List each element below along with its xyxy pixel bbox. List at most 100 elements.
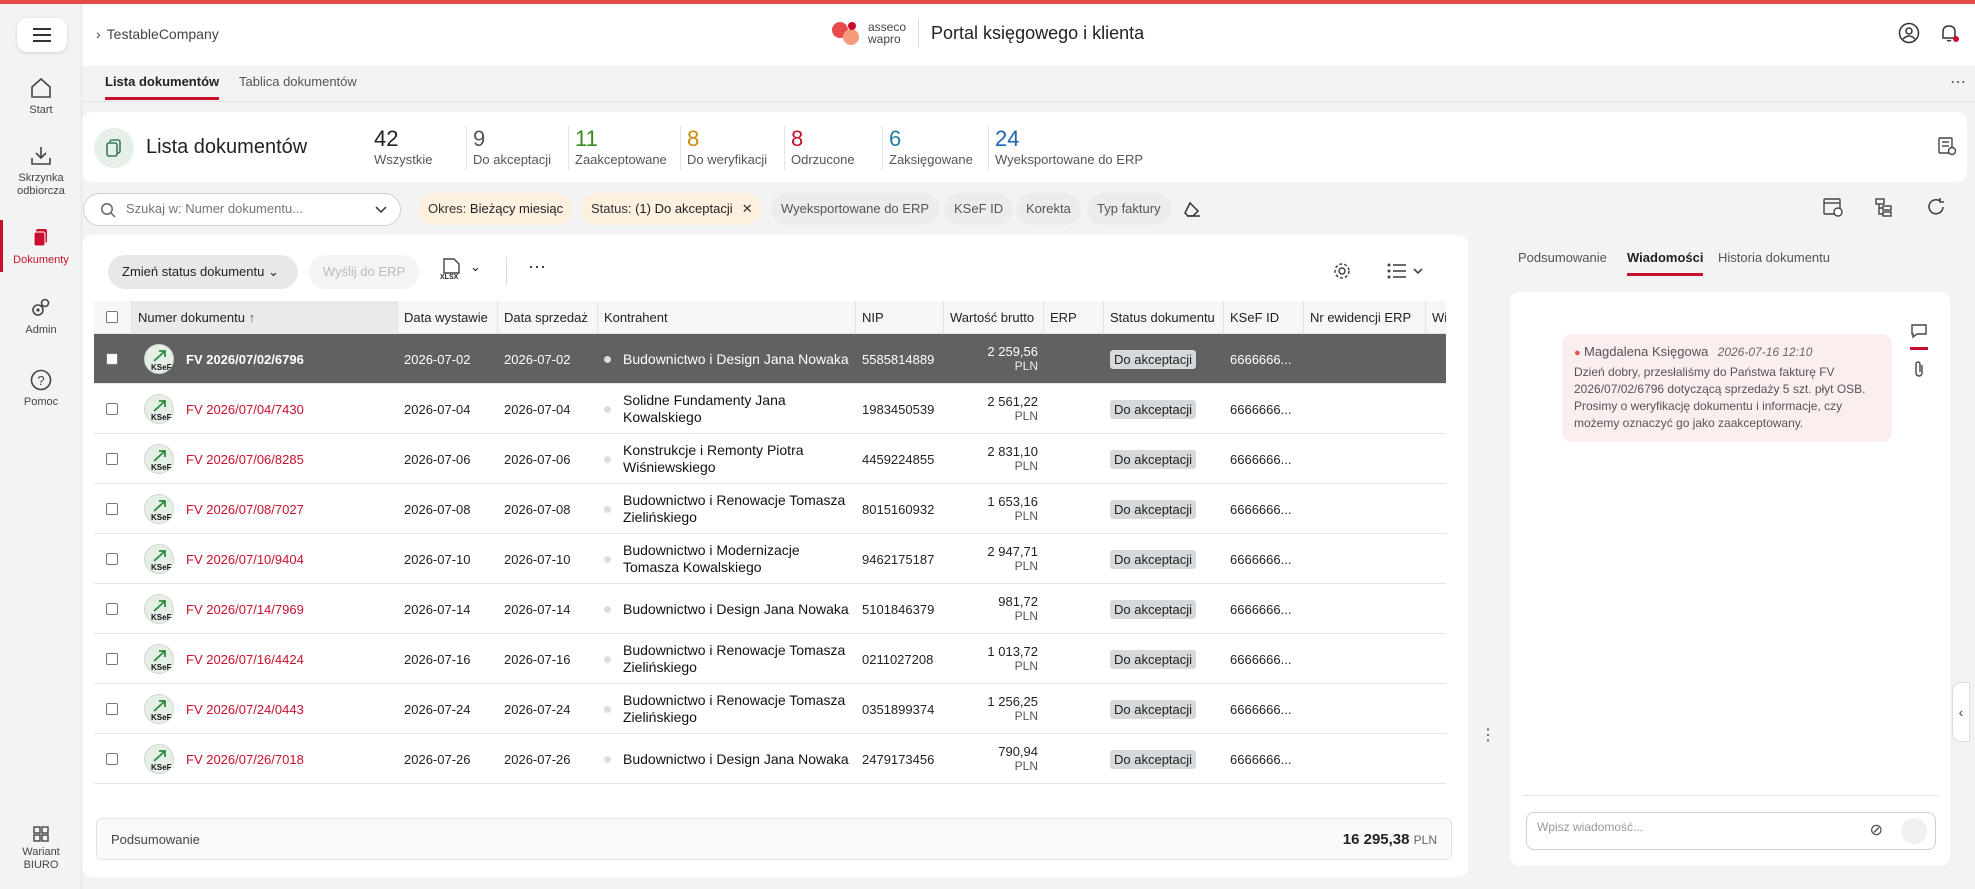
filter-chip-wyeksportowane[interactable]: Wyeksportowane do ERP (771, 193, 940, 225)
stat-item[interactable]: 24 Wyeksportowane do ERP (988, 126, 1143, 170)
doc-number-link[interactable]: FV 2026/07/06/8285 (186, 451, 304, 467)
doc-number-link[interactable]: FV 2026/07/04/7430 (186, 401, 304, 417)
search-box[interactable] (83, 193, 401, 226)
col-header-ksef-id[interactable]: KSeF ID (1224, 301, 1304, 334)
refresh-icon[interactable] (1925, 196, 1947, 221)
row-checkbox[interactable] (106, 603, 118, 615)
tab-lista-dokumentow[interactable]: Lista dokumentów (105, 74, 220, 100)
sidebar-item-dokumenty[interactable]: Dokumenty (0, 220, 82, 272)
doc-number-link[interactable]: FV 2026/07/26/7018 (186, 751, 304, 767)
stat-item[interactable]: 8 Odrzucone (784, 126, 855, 170)
attach-file-icon[interactable]: ⊘ (1869, 822, 1883, 839)
col-header-data-sprzedazy[interactable]: Data sprzedaż (498, 301, 598, 334)
chevron-down-icon[interactable] (374, 205, 388, 215)
send-to-erp-button[interactable]: Wyślij do ERP (309, 255, 419, 289)
sidebar-item-admin[interactable]: Admin (0, 296, 82, 336)
stat-item[interactable]: 11 Zaakceptowane (568, 126, 667, 170)
tab-podsumowanie[interactable]: Podsumowanie (1518, 250, 1607, 265)
erp-cell (1044, 534, 1104, 584)
table-row[interactable]: KSeF FV 2026/07/10/9404 2026-07-10 2026-07-… (94, 534, 1446, 584)
col-header-erp[interactable]: ERP (1044, 301, 1104, 334)
report-settings-icon[interactable] (1937, 136, 1957, 159)
stat-item[interactable]: 42 Wszystkie (368, 126, 433, 170)
col-header-wartosc-brutto[interactable]: Wartość brutto (944, 301, 1044, 334)
row-checkbox[interactable] (106, 353, 118, 365)
send-button[interactable] (1901, 818, 1927, 844)
message-input[interactable]: Wpisz wiadomość... ⊘ (1526, 812, 1936, 850)
document-details-icon[interactable] (1822, 196, 1844, 221)
select-all-checkbox[interactable] (106, 311, 118, 323)
filter-chip-okres[interactable]: Okres: Bieżący miesiąc (418, 193, 574, 225)
col-header-wi[interactable]: Wi (1432, 310, 1446, 325)
close-icon[interactable]: ✕ (741, 201, 753, 216)
col-header-nip[interactable]: NIP (856, 301, 944, 334)
row-checkbox[interactable] (106, 403, 118, 415)
collapse-panel-button[interactable]: ‹ (1952, 682, 1970, 742)
user-account-icon[interactable] (1898, 22, 1920, 47)
doc-number-link[interactable]: FV 2026/07/02/6796 (186, 351, 304, 367)
table-row[interactable]: KSeF FV 2026/07/24/0443 2026-07-24 2026-07-… (94, 684, 1446, 734)
doc-number-link[interactable]: FV 2026/07/14/7969 (186, 601, 304, 617)
gear-icon[interactable] (1332, 261, 1352, 284)
doc-number-link[interactable]: FV 2026/07/24/0443 (186, 701, 304, 717)
erp-cell (1044, 684, 1104, 734)
doc-number-link[interactable]: FV 2026/07/10/9404 (186, 551, 304, 567)
row-checkbox[interactable] (106, 753, 118, 765)
col-header-kontrahent[interactable]: Kontrahent (598, 301, 856, 334)
ksef-id-cell: 6666666... (1230, 551, 1292, 567)
clear-filters-icon[interactable] (1182, 199, 1202, 222)
panel-resize-handle[interactable]: ⋮ (1480, 727, 1496, 744)
ksef-id-cell: 6666666... (1230, 501, 1292, 517)
search-input[interactable] (126, 201, 356, 216)
table-row[interactable]: KSeF FV 2026/07/16/4424 2026-07-16 2026-07-… (94, 634, 1446, 684)
status-cell: Do akceptacji (1104, 484, 1224, 534)
tab-wiadomosci[interactable]: Wiadomości (1627, 250, 1704, 276)
row-select-cell (94, 334, 132, 384)
filter-chip-status[interactable]: Status: (1) Do akceptacji ✕ (581, 193, 761, 225)
sidebar-item-inbox[interactable]: Skrzynka odbiorcza (0, 144, 82, 198)
row-checkbox[interactable] (106, 703, 118, 715)
breadcrumb[interactable]: › TestableCompany (96, 26, 219, 42)
table-row[interactable]: KSeF FV 2026/07/04/7430 2026-07-04 2026-07-… (94, 384, 1446, 434)
row-checkbox[interactable] (106, 503, 118, 515)
chevron-down-icon: ⌄ (470, 259, 481, 274)
notifications-bell-icon[interactable] (1938, 22, 1960, 47)
export-xlsx-button[interactable]: XLSX ⌄ (440, 257, 481, 286)
filter-chip-ksef-id[interactable]: KSeF ID (944, 193, 1014, 225)
list-view-icon[interactable] (1386, 261, 1426, 284)
table-row[interactable]: KSeF FV 2026/07/06/8285 2026-07-06 2026-07-… (94, 434, 1446, 484)
sidebar-item-start[interactable]: Start (0, 76, 82, 116)
tree-view-icon[interactable] (1873, 196, 1895, 221)
table-row[interactable]: KSeF FV 2026/07/08/7027 2026-07-08 2026-07-… (94, 484, 1446, 534)
tab-historia-dokumentu[interactable]: Historia dokumentu (1718, 250, 1830, 265)
col-header-data-wystawienia[interactable]: Data wystawie (398, 301, 498, 334)
filter-chip-korekta[interactable]: Korekta (1016, 193, 1081, 225)
table-row[interactable]: KSeF FV 2026/07/02/6796 2026-07-02 2026-07-… (94, 334, 1446, 384)
row-checkbox[interactable] (106, 553, 118, 565)
col-header-nr-ewidencji[interactable]: Nr ewidencji ERP (1304, 301, 1426, 334)
ksef-status-icon: KSeF (144, 744, 174, 774)
more-options-icon[interactable]: ⋯ (1950, 74, 1966, 91)
col-header-numer[interactable]: Numer dokumentu ↑ (132, 301, 398, 334)
doc-number-link[interactable]: FV 2026/07/08/7027 (186, 501, 304, 517)
stat-item[interactable]: 6 Zaksięgowane (882, 126, 973, 170)
menu-button[interactable] (17, 18, 67, 52)
table-row[interactable]: KSeF FV 2026/07/14/7969 2026-07-14 2026-07-… (94, 584, 1446, 634)
table-row[interactable]: KSeF FV 2026/07/26/7018 2026-07-26 2026-07-… (94, 734, 1446, 784)
row-checkbox[interactable] (106, 653, 118, 665)
status-cell: Do akceptacji (1104, 584, 1224, 634)
col-header-status[interactable]: Status dokumentu (1104, 301, 1224, 334)
sidebar-item-wariant[interactable]: Wariant BIURO (0, 826, 82, 872)
doc-number-link[interactable]: FV 2026/07/16/4424 (186, 651, 304, 667)
filter-chip-typ-faktury[interactable]: Typ faktury (1087, 193, 1171, 225)
stat-item[interactable]: 8 Do weryfikacji (680, 126, 767, 170)
stat-item[interactable]: 9 Do akceptacji (466, 126, 551, 170)
attachment-icon[interactable] (1912, 360, 1926, 381)
more-actions-icon[interactable]: ⋯ (528, 257, 546, 277)
comment-icon[interactable] (1910, 322, 1928, 350)
change-status-button[interactable]: Zmień status dokumentu ⌄ (108, 255, 298, 289)
nip-cell: 4459224855 (862, 451, 935, 467)
row-checkbox[interactable] (106, 453, 118, 465)
tab-tablica-dokumentow[interactable]: Tablica dokumentów (239, 74, 357, 89)
sidebar-item-pomoc[interactable]: ? Pomoc (0, 368, 82, 408)
